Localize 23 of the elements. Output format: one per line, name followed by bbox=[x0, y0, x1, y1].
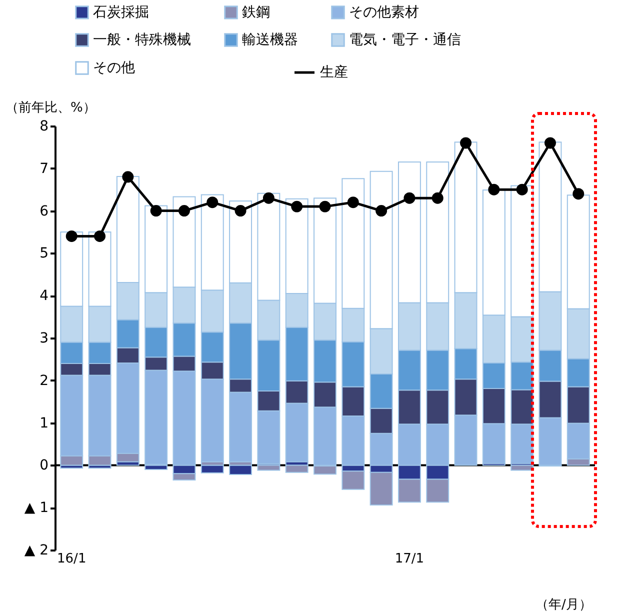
y-axis-title: （前年比、%） bbox=[6, 100, 96, 116]
legend-label: 一般・特殊機械 bbox=[93, 32, 191, 48]
y-tick-label: ▲ 1 bbox=[24, 500, 48, 516]
legend-label: 生産 bbox=[320, 64, 348, 80]
y-tick-label: 1 bbox=[40, 415, 48, 432]
legend-label: 電気・電子・通信 bbox=[349, 32, 461, 48]
y-tick-label: 0 bbox=[40, 458, 48, 474]
y-tick-label: 6 bbox=[40, 203, 49, 220]
legend-label: その他素材 bbox=[349, 4, 419, 20]
legend-label: 鉄鋼 bbox=[242, 4, 270, 20]
y-tick-label: 7 bbox=[40, 160, 48, 177]
y-tick-label: 2 bbox=[40, 372, 48, 389]
x-tick-label: 17/1 bbox=[394, 552, 424, 566]
legend-label: その他 bbox=[93, 60, 135, 76]
y-tick-label: 3 bbox=[40, 330, 48, 346]
x-axis-title: （年/月） bbox=[536, 598, 592, 612]
legend-label: 輸送機器 bbox=[242, 32, 298, 48]
y-tick-label: 4 bbox=[40, 288, 49, 304]
x-tick-label: 16/1 bbox=[57, 552, 86, 566]
legend-label: 石炭採掘 bbox=[93, 4, 149, 20]
y-tick-label: 8 bbox=[40, 118, 48, 134]
y-tick-label: ▲ 2 bbox=[24, 542, 48, 558]
y-tick-label: 5 bbox=[40, 246, 48, 262]
